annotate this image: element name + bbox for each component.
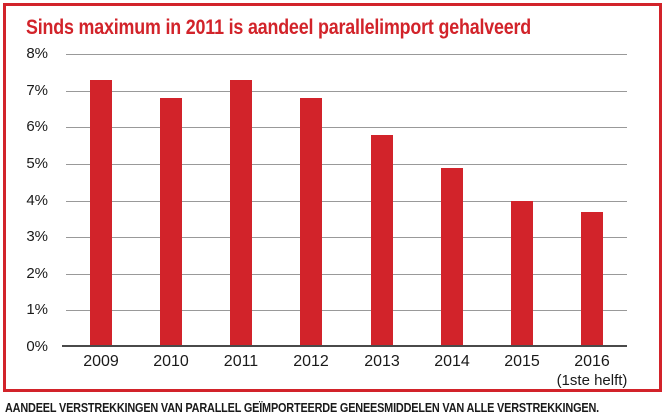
chart-title: Sinds maximum in 2011 is aandeel paralle… <box>26 16 532 39</box>
chart-frame: Sinds maximum in 2011 is aandeel paralle… <box>3 3 662 392</box>
figure-caption: AANDEEL VERSTREKKINGEN VAN PARALLEL GEÏM… <box>5 401 599 415</box>
